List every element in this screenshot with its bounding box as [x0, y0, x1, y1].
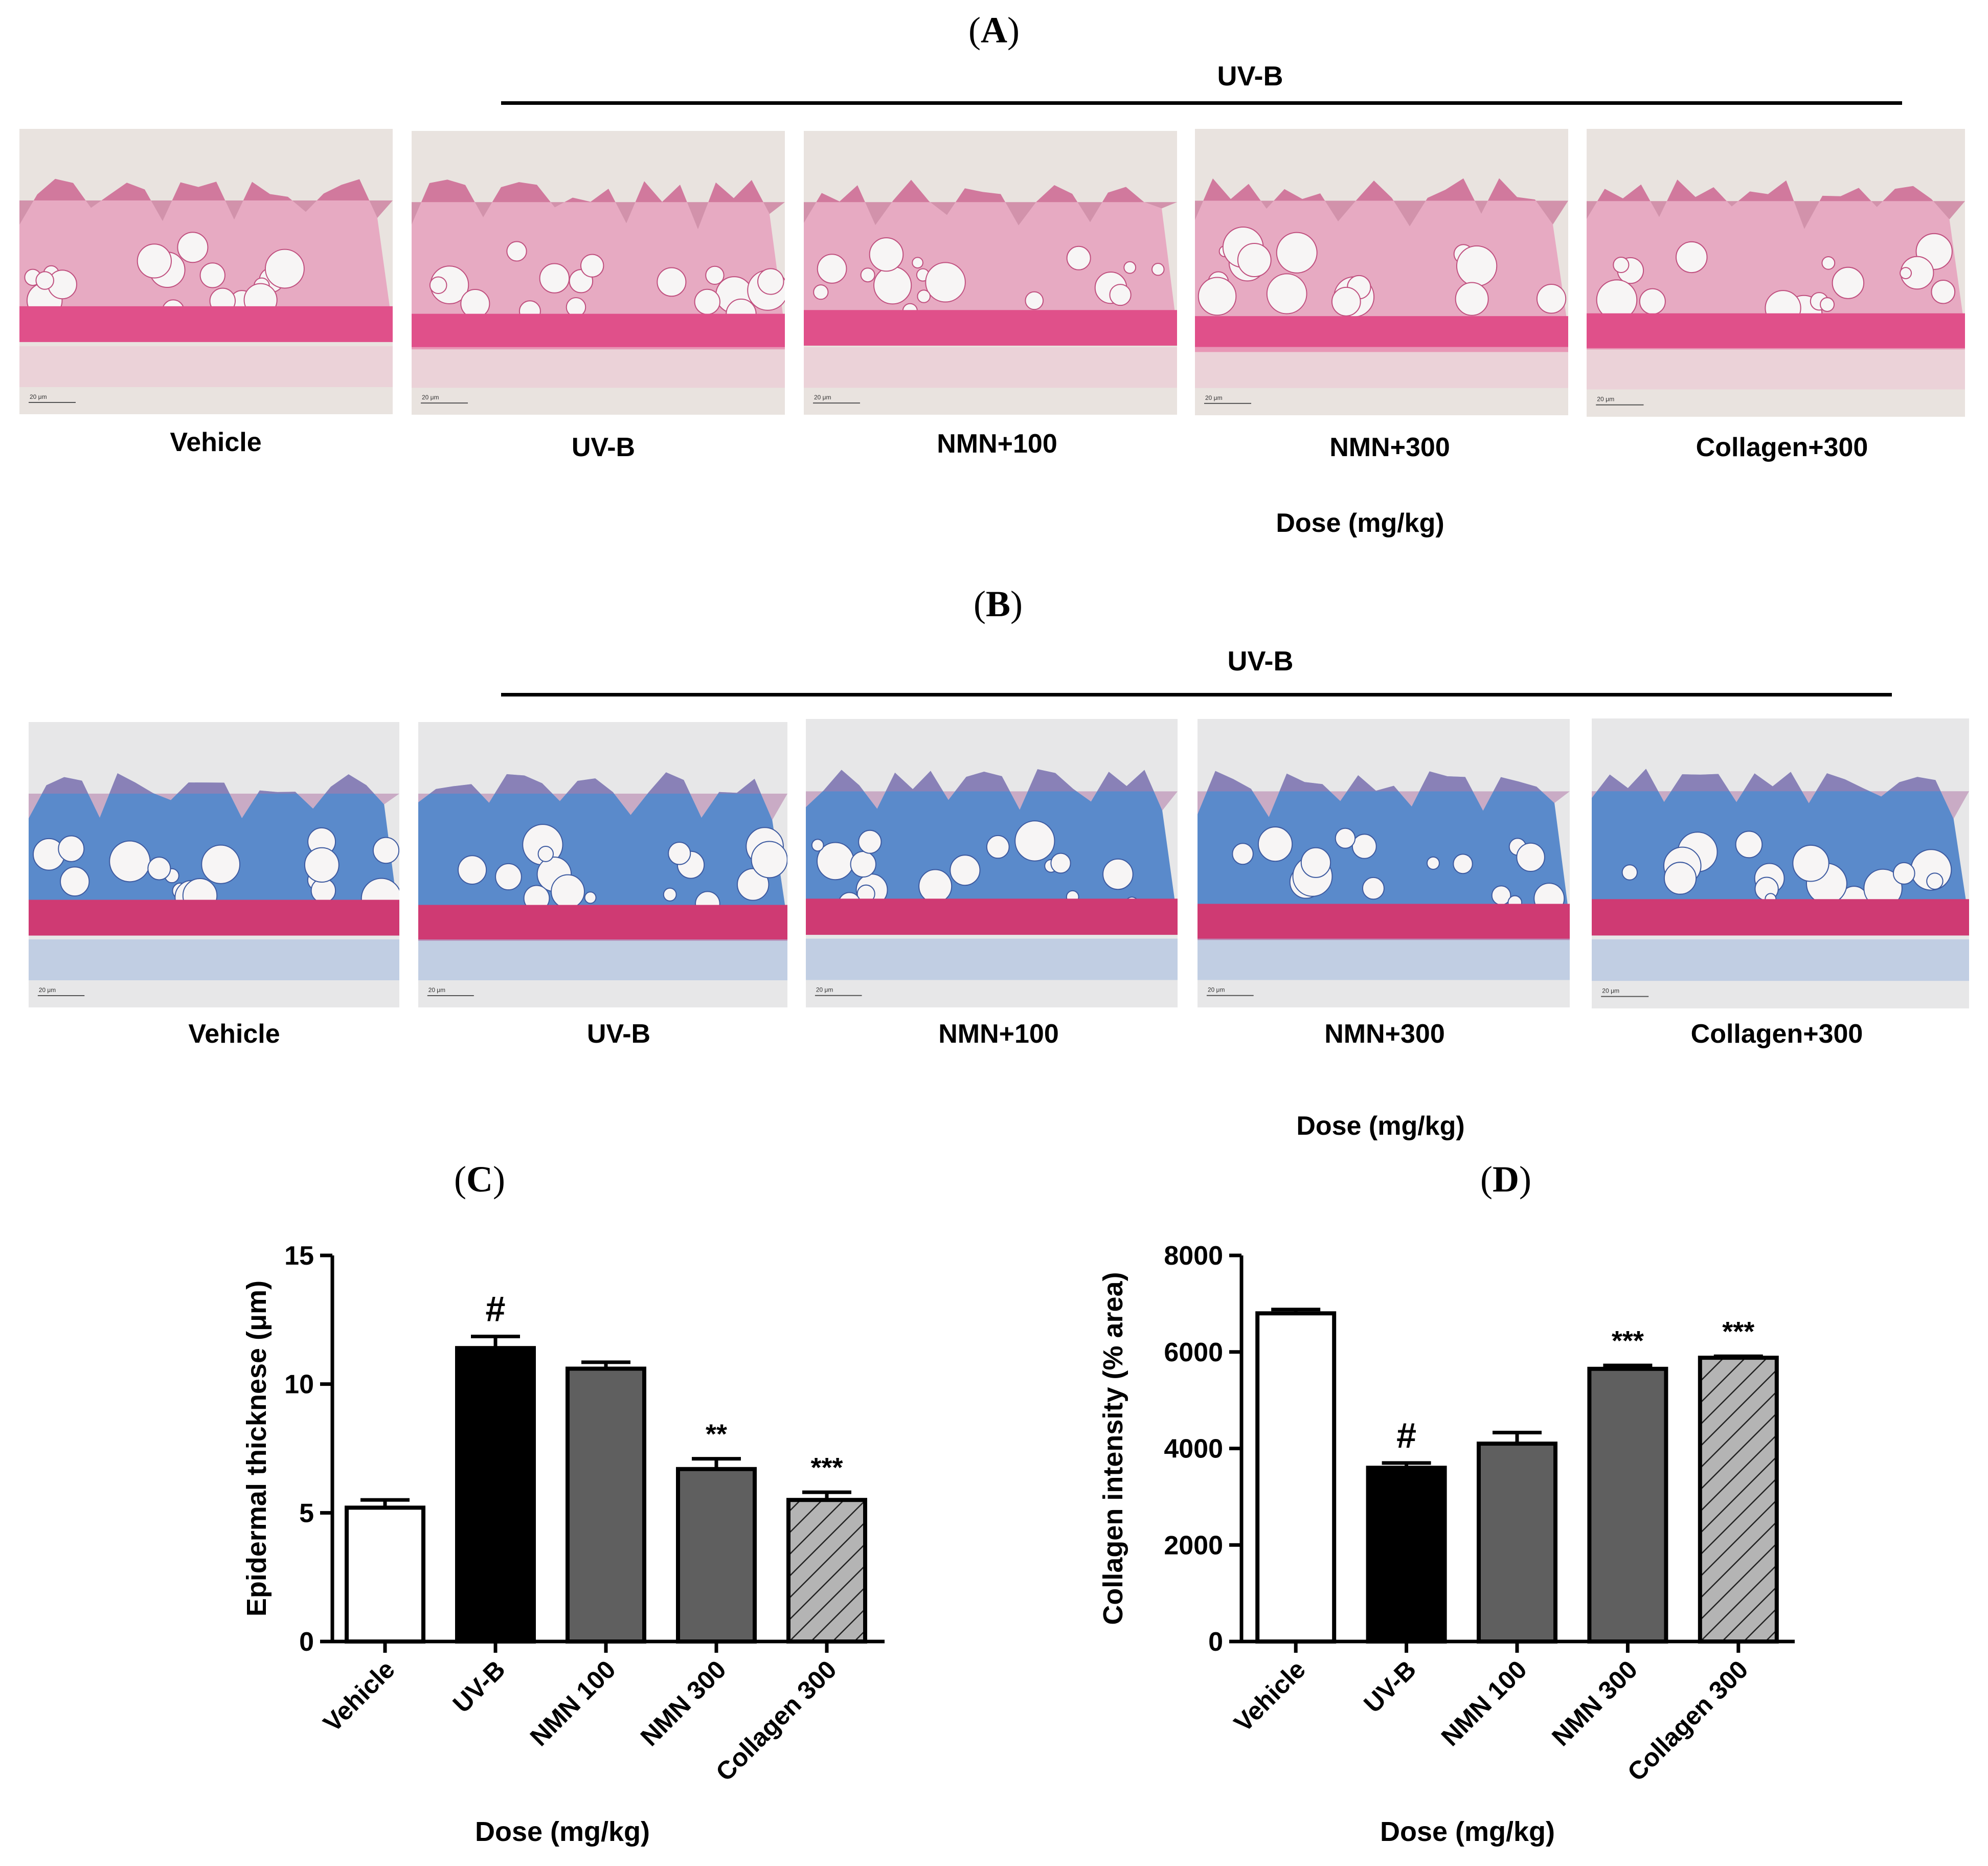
significance-label: *** — [1722, 1316, 1754, 1347]
panel-b-image-nmn100: 20 μm — [806, 719, 1178, 1007]
panel-a-caption-vehicle: Vehicle — [170, 428, 262, 457]
bar — [1698, 1356, 1779, 1644]
scale-bar-text: 20 μm — [422, 394, 439, 401]
panel-b-label: (B) — [974, 583, 1023, 624]
x-tick-label: Vehicle — [1229, 1655, 1311, 1737]
scale-bar-text: 20 μm — [1602, 987, 1619, 994]
panel-a-uvb-label: UV-B — [1217, 61, 1283, 92]
significance-label: *** — [810, 1452, 843, 1483]
panel-a-dose-label: Dose (mg/kg) — [1276, 508, 1444, 538]
x-tick-label: UV-B — [1358, 1655, 1421, 1718]
scale-bar-text: 20 μm — [814, 394, 831, 401]
x-tick-label: NMN 100 — [525, 1655, 621, 1751]
significance-label: *** — [1612, 1325, 1644, 1356]
y-tick-label: 0 — [1208, 1627, 1223, 1657]
panel-b-letter: B — [985, 583, 1011, 624]
bar — [786, 1498, 867, 1644]
panel-b-caption-nmn100: NMN+100 — [938, 1019, 1059, 1049]
y-tick-label: 10 — [284, 1370, 314, 1400]
significance-label: ** — [706, 1419, 727, 1450]
y-tick-label: 0 — [299, 1627, 314, 1657]
y-axis-label: Collagen intensity (% area) — [1098, 1272, 1128, 1625]
y-axis-label: Epidermal thicknese (μm) — [241, 1280, 272, 1616]
panel-a-image-vehicle: 20 μm — [19, 129, 393, 414]
panel-b-image-collagen300: 20 μm — [1592, 718, 1969, 1008]
bar — [1587, 1366, 1668, 1644]
panel-a-caption-uvb: UV-B — [571, 433, 636, 462]
scale-bar-text: 20 μm — [1597, 396, 1614, 403]
panel-a-caption-nmn100: NMN+100 — [937, 429, 1057, 459]
scale-bar-text: 20 μm — [39, 986, 56, 994]
x-tick-label: Vehicle — [318, 1655, 400, 1737]
panel-b-caption-nmn300: NMN+300 — [1324, 1019, 1445, 1049]
panel-a-letter: A — [981, 10, 1007, 51]
y-tick-label: 2000 — [1164, 1531, 1223, 1560]
bar — [676, 1467, 757, 1644]
y-tick-label: 4000 — [1164, 1434, 1223, 1464]
panel-a-label: (A) — [968, 10, 1020, 51]
panel-d-letter: D — [1493, 1159, 1519, 1200]
panel-a-uvb-bar — [501, 101, 1902, 105]
x-tick-label: NMN 300 — [635, 1655, 732, 1751]
x-tick-label: NMN 300 — [1546, 1655, 1643, 1751]
y-tick-label: 6000 — [1164, 1338, 1223, 1367]
x-tick-label: NMN 100 — [1436, 1655, 1532, 1751]
panel-b-uvb-bar — [501, 693, 1892, 696]
panel-b-image-nmn300: 20 μm — [1198, 719, 1570, 1007]
panel-b-caption-collagen300: Collagen+300 — [1690, 1019, 1863, 1049]
significance-label: # — [1396, 1415, 1416, 1455]
scale-bar-text: 20 μm — [1208, 986, 1225, 994]
panel-b-caption-vehicle: Vehicle — [188, 1019, 280, 1049]
panel-b-image-vehicle: 20 μm — [29, 722, 399, 1007]
y-tick-label: 8000 — [1164, 1241, 1223, 1271]
x-axis-label: Dose (mg/kg) — [1380, 1816, 1555, 1847]
y-tick-label: 5 — [299, 1498, 314, 1528]
scale-bar-text: 20 μm — [1205, 394, 1223, 401]
significance-label: # — [486, 1289, 506, 1329]
panel-c-letter: C — [466, 1159, 493, 1200]
bar — [1477, 1442, 1557, 1644]
panel-a-image-nmn100: 20 μm — [804, 131, 1177, 415]
panel-c-label: (C) — [454, 1159, 505, 1200]
bar — [566, 1366, 646, 1644]
y-tick-label: 15 — [284, 1241, 314, 1271]
panel-a-caption-nmn300: NMN+300 — [1329, 433, 1450, 462]
bar — [1366, 1466, 1447, 1644]
panel-b-uvb-label: UV-B — [1227, 646, 1294, 677]
panel-a-image-collagen300: 20 μm — [1587, 129, 1965, 417]
panel-d-label: (D) — [1480, 1159, 1531, 1200]
scale-bar-text: 20 μm — [816, 986, 833, 994]
scale-bar-text: 20 μm — [428, 986, 445, 994]
panel-a-image-uvb: 20 μm — [412, 131, 785, 415]
panel-b-dose-label: Dose (mg/kg) — [1296, 1111, 1465, 1141]
panel-a-image-nmn300: 20 μm — [1195, 129, 1568, 415]
scale-bar-text: 20 μm — [30, 393, 47, 400]
bar — [1255, 1311, 1337, 1644]
x-tick-label: UV-B — [447, 1655, 511, 1718]
x-axis-label: Dose (mg/kg) — [475, 1816, 650, 1847]
bar — [345, 1505, 425, 1644]
panel-b-image-uvb: 20 μm — [418, 722, 787, 1007]
chart-d: 0 2000 4000 6000 8000 Vehicle # UV-B NMN 100 *** N… — [1098, 1241, 1795, 1847]
bar — [455, 1346, 536, 1644]
panel-b-caption-uvb: UV-B — [586, 1019, 651, 1049]
panel-a-caption-collagen300: Collagen+300 — [1696, 433, 1868, 462]
